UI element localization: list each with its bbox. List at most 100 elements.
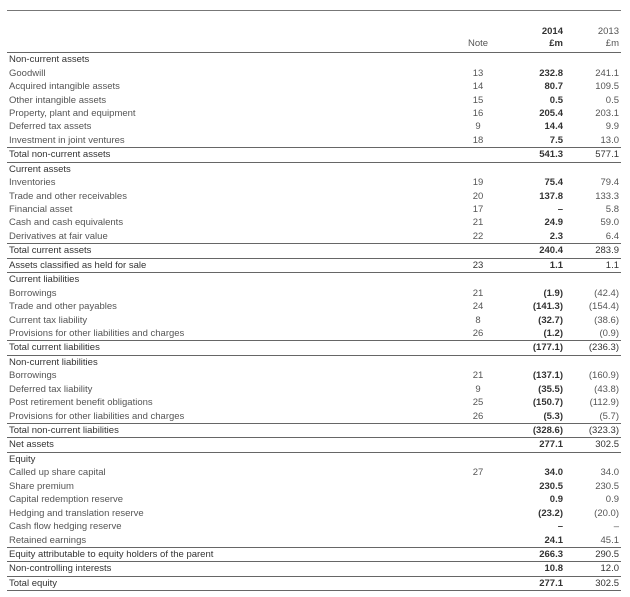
row-value: 0.9: [605, 494, 619, 506]
section-heading: Equity: [7, 451, 621, 467]
column-note: Note: [467, 38, 489, 49]
row-value: 80.7: [544, 81, 564, 93]
row-label: Deferred tax liability: [9, 383, 93, 395]
row-value: 240.4: [509, 243, 565, 259]
table-row: Called up share capital 27 34.0 34.0: [7, 466, 621, 479]
row-note: [447, 533, 509, 547]
row-label: Total non-current assets: [7, 147, 447, 162]
section-heading: Non-current assets: [7, 52, 621, 67]
row-note: [447, 52, 509, 67]
row-value: 0.5: [605, 94, 619, 106]
row-value: 79.4: [600, 177, 620, 189]
row-value: (38.6): [594, 314, 619, 326]
row-note: 18: [472, 134, 484, 146]
table-row: Trade and other receivables 20 137.8 133.3: [7, 189, 621, 202]
table-row: Deferred tax liability 9 (35.5) (43.8): [7, 383, 621, 396]
row-value: (35.5): [538, 383, 563, 395]
row-note: 15: [472, 94, 484, 106]
row-label: Called up share capital: [9, 467, 106, 479]
row-label: Hedging and translation reserve: [9, 507, 144, 519]
table-row: Total non-current assets 541.3 577.1: [7, 147, 621, 162]
row-value: 1.1: [565, 257, 621, 273]
table-row: Property, plant and equipment 16 205.4 203.…: [7, 107, 621, 120]
row-value: (20.0): [594, 507, 619, 519]
row-label: Current tax liability: [9, 314, 88, 326]
row-value: (1.2): [543, 327, 563, 339]
table-row: Derivatives at fair value 22 2.3 6.4: [7, 230, 621, 244]
row-label: Other intangible assets: [9, 94, 107, 106]
row-note: [447, 354, 509, 370]
row-note: 21: [472, 370, 484, 382]
row-note: [447, 422, 509, 438]
row-value: (32.7): [538, 314, 563, 326]
row-label: Borrowings: [9, 287, 57, 299]
row-value: 24.1: [544, 534, 564, 546]
row-label: Cash and cash equivalents: [9, 217, 124, 229]
row-value: (137.1): [532, 370, 563, 382]
row-value: 6.4: [605, 230, 619, 242]
table-row: Inventories 19 75.4 79.4: [7, 176, 621, 189]
row-label: Derivatives at fair value: [9, 230, 108, 242]
table-row: Total current liabilities (177.1) (236.3): [7, 340, 621, 356]
row-value: 10.8: [509, 561, 565, 577]
table-row: Cash and cash equivalents 21 24.9 59.0: [7, 216, 621, 229]
row-value: [565, 161, 621, 176]
row-value: 0.5: [549, 94, 563, 106]
row-value: (236.3): [565, 340, 621, 356]
row-note: 14: [472, 81, 484, 93]
row-note: 23: [447, 257, 509, 273]
row-value: (43.8): [594, 383, 619, 395]
table-row: Borrowings 21 (1.9) (42.4): [7, 286, 621, 299]
row-note: 26: [472, 327, 484, 339]
row-note: 9: [475, 121, 481, 133]
column-year: 2014: [541, 26, 563, 37]
row-note: 21: [472, 287, 484, 299]
row-value: 12.0: [565, 561, 621, 577]
row-value: 75.4: [544, 177, 564, 189]
row-note: [447, 506, 509, 519]
row-value: [509, 451, 565, 467]
row-label: Cash flow hedging reserve: [9, 521, 122, 533]
row-note: [447, 272, 509, 287]
row-label: Assets classified as held for sale: [7, 257, 447, 273]
row-note: [447, 575, 509, 592]
column-unit: £m: [605, 38, 619, 49]
row-value: [509, 52, 565, 67]
table-row: Investment in joint ventures 18 7.5 13.0: [7, 134, 621, 148]
row-note: 8: [475, 314, 481, 326]
table-row: Share premium 230.5 230.5: [7, 480, 621, 493]
row-value: [565, 451, 621, 467]
row-note: [447, 561, 509, 577]
row-value: 133.3: [595, 190, 619, 202]
row-value: (150.7): [532, 397, 563, 409]
row-label: Share premium: [9, 480, 74, 492]
row-value: [509, 272, 565, 287]
row-value: –: [557, 204, 563, 216]
row-value: (5.3): [543, 410, 563, 422]
row-note: [447, 480, 509, 493]
row-label: Net assets: [7, 437, 447, 453]
row-value: 24.9: [544, 217, 564, 229]
row-note: 27: [472, 467, 484, 479]
row-value: 34.0: [600, 467, 620, 479]
table-row: Borrowings 21 (137.1) (160.9): [7, 369, 621, 382]
table-row: Goodwill 13 232.8 241.1: [7, 66, 621, 79]
row-label: Property, plant and equipment: [9, 107, 136, 119]
row-label: Capital redemption reserve: [9, 494, 124, 506]
row-value: (154.4): [588, 301, 619, 313]
row-value: 1.1: [509, 257, 565, 273]
row-value: 9.9: [605, 121, 619, 133]
row-note: [447, 147, 509, 162]
row-value: –: [557, 521, 563, 533]
row-value: 2.3: [549, 230, 563, 242]
row-note: [447, 520, 509, 533]
table-header: 2014 2013 Note £m £m: [7, 11, 621, 53]
row-label: Total non-current liabilities: [7, 422, 447, 438]
row-value: 277.1: [509, 437, 565, 453]
row-label: Acquired intangible assets: [9, 81, 120, 93]
row-note: 19: [472, 177, 484, 189]
row-value: 230.5: [539, 480, 563, 492]
row-label: Retained earnings: [9, 534, 87, 546]
column-unit: £m: [549, 38, 563, 49]
